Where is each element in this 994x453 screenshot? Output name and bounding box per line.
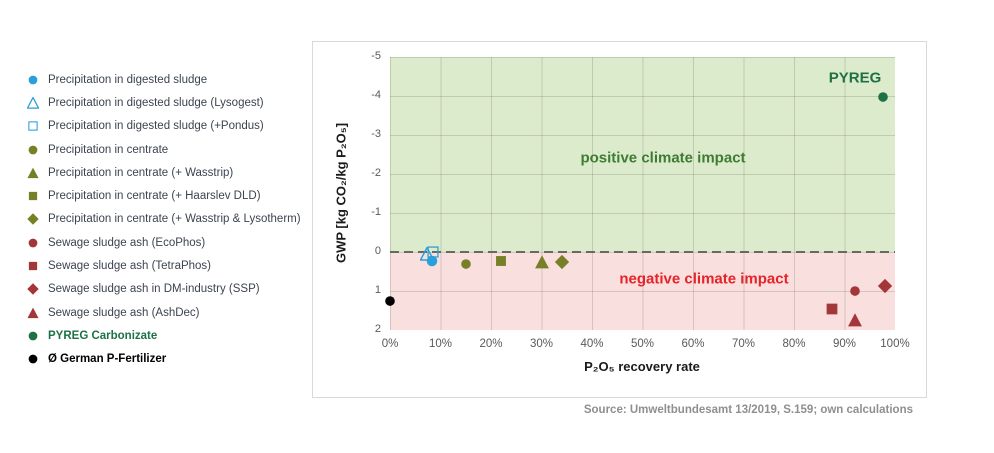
y-tick-label: -2 <box>371 167 381 179</box>
legend-item-label: Precipitation in digested sludge <box>48 73 208 86</box>
legend-item-label: Precipitation in digested sludge (+Pondu… <box>48 120 264 133</box>
legend-item-label: Precipitation in centrate (+ Haarslev DL… <box>48 190 261 203</box>
legend-item-wasstrip-lysotherm: Precipitation in centrate (+ Wasstrip & … <box>26 208 316 231</box>
source-note: Source: Umweltbundesamt 13/2019, S.159; … <box>583 404 913 416</box>
y-tick-label: 1 <box>374 284 381 296</box>
pyreg-point-label: PYREG <box>828 69 882 87</box>
y-tick-label: -1 <box>371 206 381 218</box>
circle-marker-icon <box>26 354 40 364</box>
legend: Precipitation in digested sludge Precipit… <box>26 68 316 371</box>
y-axis-title: GWP [kg CO₂/kg P₂O₅] <box>333 122 349 264</box>
x-tick-label: 70% <box>731 338 756 350</box>
circle-marker-icon <box>26 75 40 85</box>
data-point-ssp <box>877 279 893 294</box>
legend-item-label: Precipitation in centrate <box>48 143 169 156</box>
plot-area: positive climate impact negative climate… <box>385 57 895 330</box>
x-tick-label: 50% <box>630 338 655 350</box>
legend-item-label: PYREG Carbonizate <box>48 329 158 342</box>
x-tick-label: 40% <box>580 338 604 350</box>
positive-climate-region <box>390 57 895 252</box>
data-point-wasstrip <box>534 254 549 269</box>
legend-item-label: Precipitation in centrate (+ Wasstrip) <box>48 166 234 179</box>
data-point-wasstrip-lysotherm <box>554 254 569 269</box>
circle-marker-icon <box>26 331 40 341</box>
circle-marker-icon <box>26 238 40 248</box>
y-tick-label: -3 <box>371 128 381 140</box>
data-point-pyreg-carbonizate <box>877 92 888 103</box>
x-tick-label: 20% <box>479 338 503 350</box>
legend-item-lysogest: Precipitation in digested sludge (Lysoge… <box>26 91 316 114</box>
data-point-haarslev-dld <box>495 255 507 267</box>
legend-item-ssp: Sewage sludge ash in DM-industry (SSP) <box>26 278 316 301</box>
legend-item-label: Sewage sludge ash (EcoPhos) <box>48 236 206 249</box>
legend-item-label: Precipitation in digested sludge (Lysoge… <box>48 96 264 109</box>
data-point-centrate <box>460 258 471 269</box>
data-point-lysogest <box>419 246 435 261</box>
legend-item-label: Precipitation in centrate (+ Wasstrip & … <box>48 213 301 226</box>
legend-item-label: Sewage sludge ash in DM-industry (SSP) <box>48 283 260 296</box>
legend-item-german-p-fertilizer: Ø German P-Fertilizer <box>26 348 316 371</box>
negative-climate-region <box>390 252 895 330</box>
chart-container: GWP [kg CO₂/kg P₂O₅] -5 -4 -3 -2 -1 0 1 2 posit… <box>312 41 927 398</box>
diamond-marker-icon <box>26 213 40 226</box>
legend-item-tetraphos: Sewage sludge ash (TetraPhos) <box>26 254 316 277</box>
triangle-marker-icon <box>26 307 40 319</box>
y-tick-label: -5 <box>371 50 381 62</box>
data-point-digested-sludge <box>426 255 438 267</box>
legend-item-digested-sludge: Precipitation in digested sludge <box>26 68 316 91</box>
x-tick-label: 60% <box>681 338 705 350</box>
legend-item-pyreg-carbonizate: PYREG Carbonizate <box>26 324 316 347</box>
data-point-german-p-fertilizer <box>385 295 396 306</box>
legend-item-haarslev-dld: Precipitation in centrate (+ Haarslev DL… <box>26 184 316 207</box>
legend-item-centrate: Precipitation in centrate <box>26 138 316 161</box>
x-tick-label: 80% <box>782 338 806 350</box>
square-marker-icon <box>26 191 40 201</box>
x-tick-label: 10% <box>428 338 453 350</box>
diamond-marker-icon <box>26 283 40 296</box>
legend-item-label: Ø German P-Fertilizer <box>48 353 167 366</box>
y-tick-label: -4 <box>371 89 381 101</box>
legend-item-ecophos: Sewage sludge ash (EcoPhos) <box>26 231 316 254</box>
data-point-ecophos <box>849 286 860 297</box>
triangle-marker-icon <box>26 96 40 109</box>
triangle-marker-icon <box>26 167 40 179</box>
x-tick-label: 30% <box>529 338 554 350</box>
legend-item-pondus: Precipitation in digested sludge (+Pondu… <box>26 115 316 138</box>
data-point-ashdec <box>847 313 862 328</box>
positive-climate-impact-label: positive climate impact <box>580 149 746 167</box>
legend-item-ashdec: Sewage sludge ash (AshDec) <box>26 301 316 324</box>
x-tick-label: 100% <box>880 338 910 350</box>
negative-climate-impact-label: negative climate impact <box>619 270 789 288</box>
square-marker-icon <box>26 261 40 271</box>
x-tick-label: 90% <box>832 338 857 350</box>
y-tick-label: 2 <box>374 323 381 335</box>
circle-marker-icon <box>26 145 40 155</box>
legend-item-label: Sewage sludge ash (AshDec) <box>48 306 200 319</box>
square-marker-icon <box>26 121 40 131</box>
data-point-tetraphos <box>825 302 838 315</box>
x-tick-label: 0% <box>381 338 399 350</box>
y-tick-label: 0 <box>374 245 381 257</box>
legend-item-wasstrip: Precipitation in centrate (+ Wasstrip) <box>26 161 316 184</box>
legend-item-label: Sewage sludge ash (TetraPhos) <box>48 260 212 273</box>
x-axis-title: P₂O₅ recovery rate <box>584 359 700 374</box>
